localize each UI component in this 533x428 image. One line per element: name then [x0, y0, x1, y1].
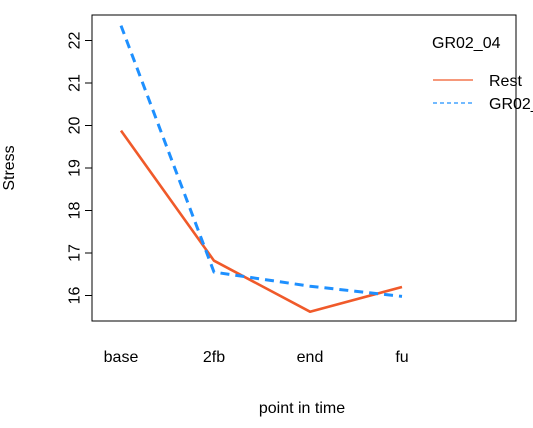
y-axis-title: Stress [1, 145, 18, 190]
y-tick-label: 16 [67, 287, 84, 305]
legend-title: GR02_04 [432, 35, 501, 52]
y-tick-label: 17 [67, 244, 84, 262]
x-tick-label: base [104, 349, 139, 366]
x-axis-title: point in time [259, 400, 345, 417]
series-line-1 [119, 25, 403, 298]
series-line-0 [119, 129, 403, 314]
y-tick-label: 22 [67, 32, 84, 50]
y-tick-label: 20 [67, 117, 84, 135]
legend: GR02_04 Rest GR02_04 [432, 35, 533, 113]
y-tick-label: 18 [67, 202, 84, 220]
series-layer [119, 25, 403, 314]
x-tick-label: fu [395, 349, 408, 366]
x-tick-label: 2fb [203, 349, 225, 366]
y-tick-label: 19 [67, 159, 84, 177]
legend-label-0: Rest [489, 73, 522, 90]
y-tick-label: 21 [67, 74, 84, 92]
plot-frame [91, 14, 517, 322]
x-axis: base 2fb end fu [104, 349, 409, 366]
legend-label-1: GR02_04 [489, 96, 533, 113]
x-tick-label: end [297, 349, 324, 366]
y-axis: 16 17 18 19 20 21 22 [67, 32, 92, 305]
